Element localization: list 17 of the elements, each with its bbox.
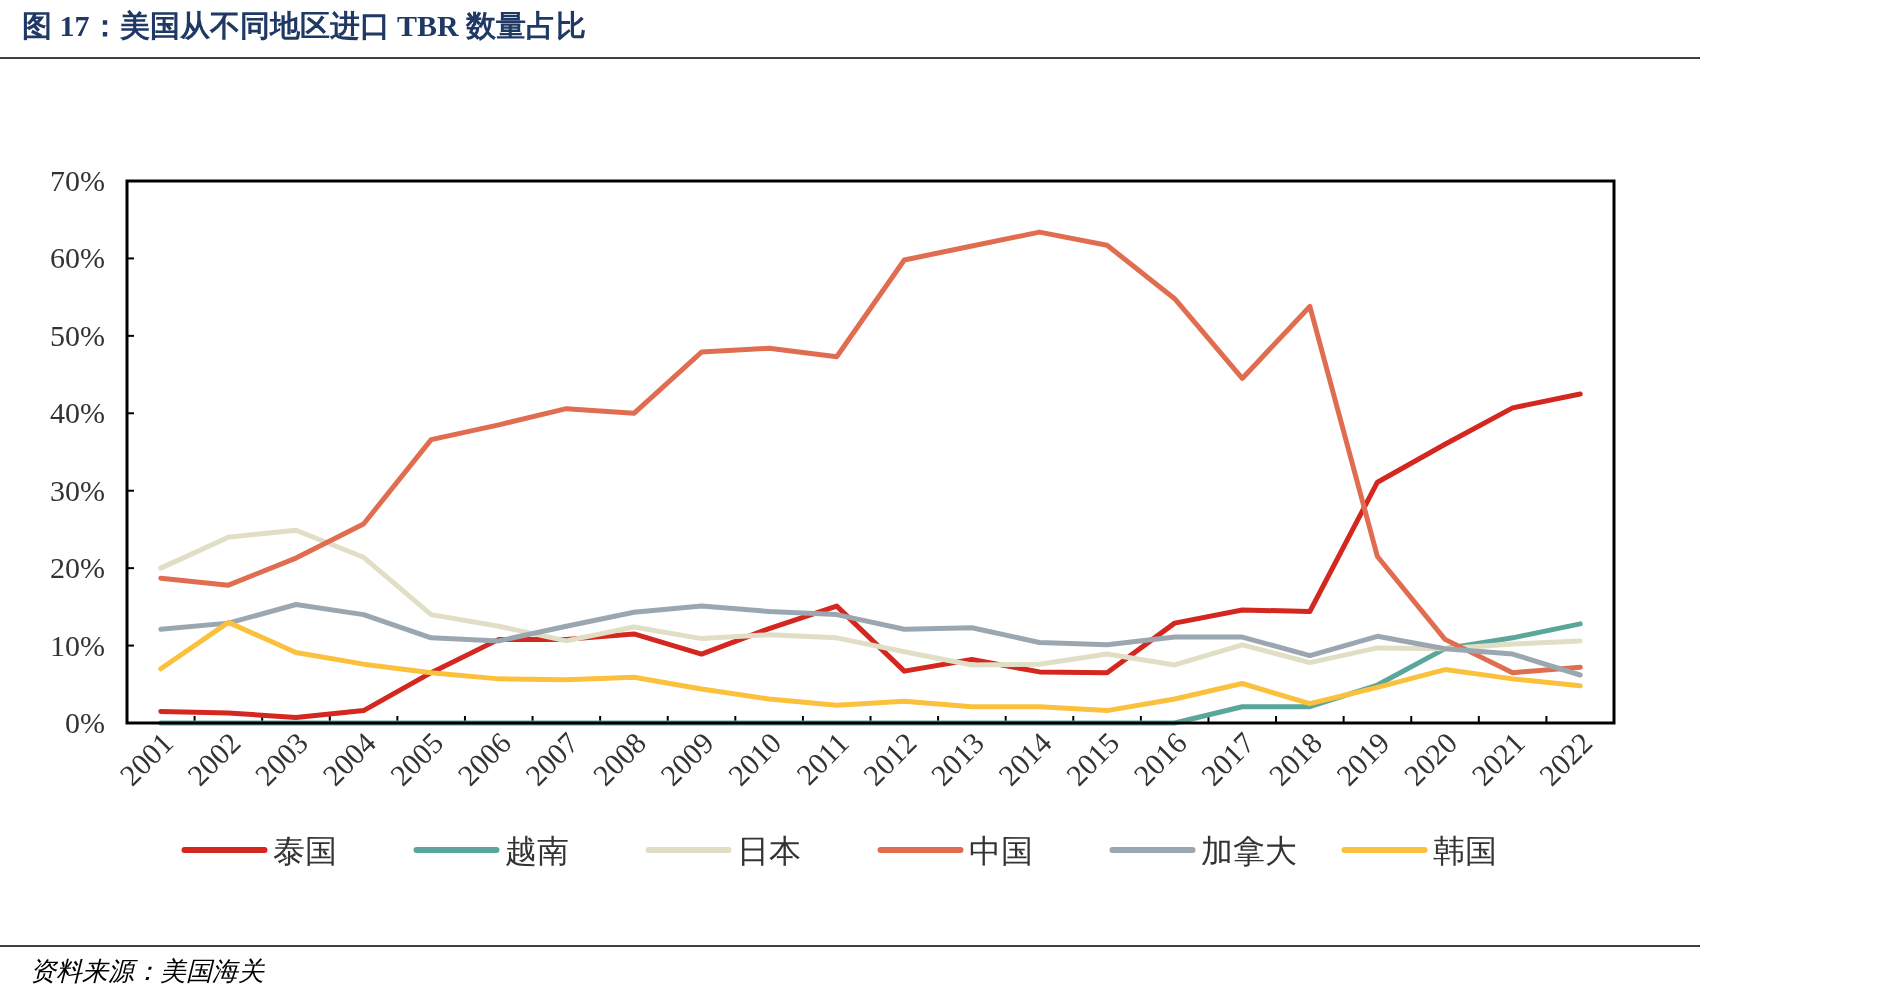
x-tick-label: 2011 <box>789 725 855 791</box>
y-tick-label: 40% <box>50 396 105 430</box>
title: 图 17：美国从不同地区进口 TBR 数量占比 <box>22 9 587 42</box>
y-tick-label: 10% <box>50 628 105 662</box>
legend-label: 越南 <box>504 833 569 869</box>
y-tick-label: 20% <box>50 551 105 585</box>
annotation: 资料来源：美国海关 <box>30 957 264 986</box>
legend-label: 加拿大 <box>1200 833 1297 869</box>
y-tick-label: 50% <box>50 318 105 352</box>
legend-label: 韩国 <box>1432 833 1497 869</box>
y-tick-label: 30% <box>50 473 105 507</box>
y-tick-label: 0% <box>65 706 105 739</box>
legend-label: 中国 <box>968 833 1033 869</box>
legend-label: 日本 <box>736 833 801 869</box>
y-tick-label: 60% <box>50 241 105 275</box>
legend-label: 泰国 <box>272 833 337 869</box>
y-tick-label: 70% <box>50 164 105 197</box>
